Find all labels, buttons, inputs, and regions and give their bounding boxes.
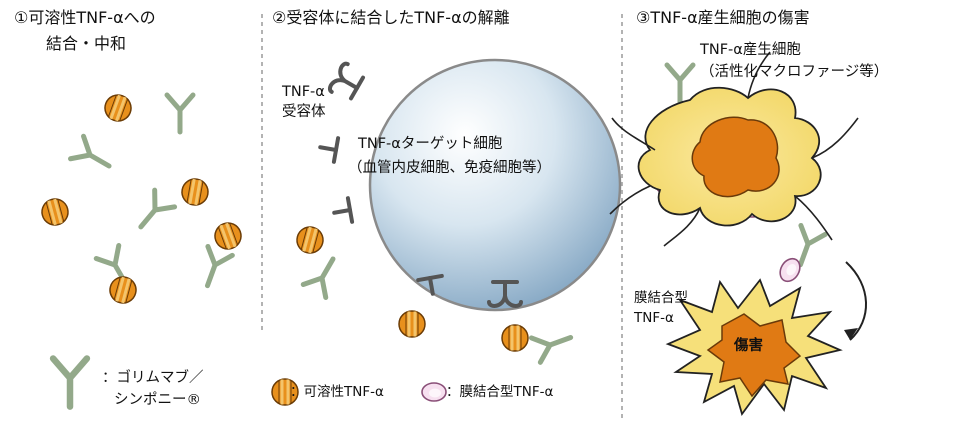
legend-soluble-label: ：可溶性TNF-α (290, 384, 384, 400)
antibody-icon (797, 222, 828, 268)
tnf-receptor-icon (327, 61, 365, 101)
receptor-label-line1: TNF-α (282, 84, 325, 100)
tnf-receptor-icon (332, 196, 355, 224)
panel2-title: ②受容体に結合したTNF-αの解離 (272, 8, 510, 27)
soluble-tnf-icon (296, 226, 324, 254)
membrane-tnf-icon (421, 382, 447, 402)
antibody-icon (68, 133, 112, 169)
producer-pseudopod (609, 51, 859, 247)
damage-label: 傷害 (734, 338, 763, 354)
antibody-icon (300, 256, 336, 300)
membrane-tnf-icon (779, 257, 801, 283)
attack-arrowhead (844, 328, 858, 340)
tnf-receptor-icon (487, 280, 523, 308)
producer-label-line1: TNF-α産生細胞 (700, 42, 801, 58)
antibody-icon (164, 92, 196, 135)
panel3-title: ③TNF-α産生細胞の傷害 (636, 8, 810, 27)
antibody-icon (49, 355, 91, 410)
tnf-receptor-icon (416, 273, 444, 296)
panel1-title-line1: ①可溶性TNF-αへの (14, 8, 156, 27)
panel1-title-line2: 結合・中和 (46, 34, 127, 53)
soluble-tnf-icon (214, 222, 242, 250)
legend-antibody-label-line2: シンポニー® (114, 392, 201, 408)
membrane-tnf-label-line1: 膜結合型 (634, 290, 688, 306)
producer-label-line2: （活性化マクロファージ等） (700, 64, 889, 80)
antibody-icon (664, 62, 696, 105)
legend-membrane-label: ：膜結合型TNF-α (446, 384, 554, 400)
receptor-label-line2: 受容体 (282, 104, 326, 120)
antibody-icon (204, 243, 235, 289)
damaged-nucleus (706, 313, 802, 398)
target-cell-label-line2: （血管内皮細胞、免疫細胞等） (348, 160, 551, 176)
attack-arrow (845, 261, 867, 341)
soluble-tnf-icon (398, 310, 426, 338)
membrane-tnf-label-line2: TNF-α (634, 310, 674, 326)
legend-antibody-label-line1: ：ゴリムマブ／ (102, 370, 204, 386)
soluble-tnf-icon (501, 324, 529, 352)
soluble-tnf-icon (104, 94, 132, 122)
soluble-tnf-icon (41, 198, 69, 226)
target-cell (368, 58, 622, 312)
soluble-tnf-icon (109, 276, 137, 304)
antibody-icon (528, 334, 574, 365)
soluble-tnf-icon (271, 378, 299, 406)
producer-nucleus (691, 116, 780, 198)
soluble-tnf-icon (181, 178, 209, 206)
target-cell-label-line1: TNF-αターゲット細胞 (358, 136, 503, 152)
tnf-receptor-icon (318, 136, 341, 164)
antibody-icon (138, 187, 178, 230)
